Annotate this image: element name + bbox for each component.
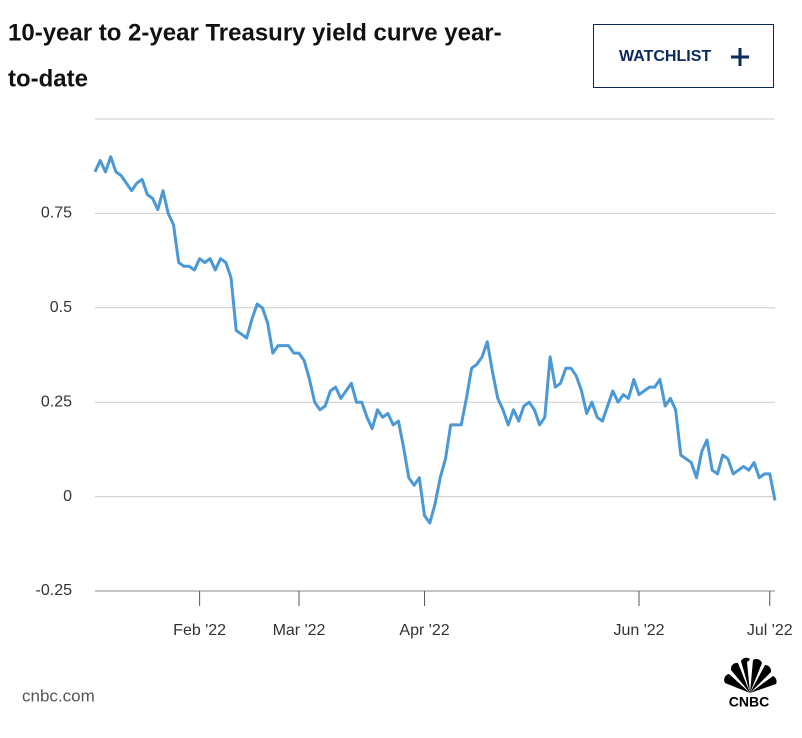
- cnbc-logo: CNBC: [724, 657, 777, 710]
- data-line: [93, 155, 777, 525]
- source: cnbc.com: [22, 686, 95, 705]
- x-tick-label: Feb '22: [173, 622, 226, 639]
- logo-text: CNBC: [729, 694, 769, 710]
- y-tick-label: 0: [63, 488, 72, 505]
- plus-icon[interactable]: [731, 48, 749, 66]
- watchlist-button[interactable]: WATCHLIST: [593, 24, 774, 88]
- x-tick-label: Mar '22: [273, 622, 326, 639]
- y-tick-label: 0.25: [41, 393, 72, 410]
- x-tick-label: Jul '22: [747, 622, 793, 639]
- plot: -0.25 0 0.25 0.5 0.75 Feb '22 Mar '22 Apr '22 Ju…: [36, 118, 793, 639]
- y-tick-label: 0.5: [50, 299, 72, 316]
- chart-title-line2: to-date: [8, 65, 88, 92]
- button-label[interactable]: WATCHLIST: [619, 48, 711, 65]
- y-tick-label: -0.25: [36, 582, 73, 599]
- chart-title-line1: 10-year to 2-year Treasury yield curve y…: [8, 19, 502, 46]
- x-tick-label: Jun '22: [613, 622, 664, 639]
- x-tick-label: Apr '22: [399, 622, 449, 639]
- y-tick-label: 0.75: [41, 205, 72, 222]
